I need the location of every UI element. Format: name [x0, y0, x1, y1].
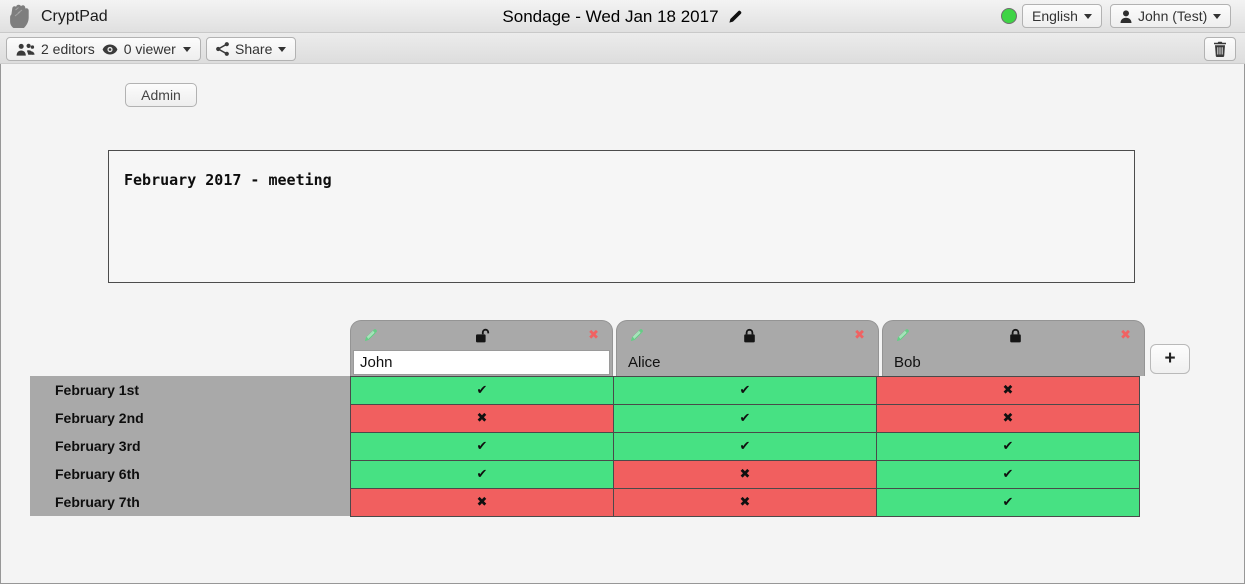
- vote-cell-0-john[interactable]: ✔: [351, 377, 613, 404]
- trash-icon: [1213, 41, 1227, 57]
- edit-column-pencil-icon[interactable]: [364, 328, 378, 342]
- column-name-row: [351, 349, 612, 375]
- vote-cell-2-bob[interactable]: ✔: [877, 433, 1139, 460]
- person-icon: [1120, 9, 1132, 23]
- edit-column-pencil-icon[interactable]: [896, 328, 910, 342]
- vote-cell-3-john[interactable]: ✔: [351, 461, 613, 488]
- column-header-icons: ✖: [617, 321, 878, 349]
- vote-cell-1-bob[interactable]: ✖: [877, 405, 1139, 432]
- poll-column-header-alice: ✖ Alice: [616, 320, 879, 376]
- vote-cell-2-john[interactable]: ✔: [351, 433, 613, 460]
- viewers-count-label: 0 viewer: [123, 41, 176, 57]
- column-name-alice: Alice: [628, 353, 661, 371]
- caret-down-icon: [278, 46, 287, 52]
- lock-icon[interactable]: [743, 328, 756, 343]
- column-name-row: Bob: [883, 349, 1144, 375]
- add-column-button[interactable]: +: [1150, 344, 1190, 374]
- share-nodes-icon: [216, 42, 229, 56]
- poll-column-header-bob: ✖ Bob: [882, 320, 1145, 376]
- share-label: Share: [235, 41, 273, 57]
- poll-column-header-john: ✖: [350, 320, 613, 376]
- vote-cell-4-john[interactable]: ✖: [351, 489, 613, 516]
- delete-column-x-icon[interactable]: ✖: [588, 327, 599, 343]
- row-label-3: February 6th: [55, 466, 140, 482]
- caret-down-icon: [182, 46, 191, 52]
- document-title-bar: Sondage - Wed Jan 18 2017: [0, 0, 1245, 33]
- user-menu-dropdown[interactable]: John (Test): [1110, 4, 1232, 28]
- connection-status-dot: [1001, 8, 1017, 24]
- vote-cell-0-bob[interactable]: ✖: [877, 377, 1139, 404]
- poll-votes-grid: ✔ ✔ ✖ ✖ ✔ ✖ ✔ ✔ ✔ ✔ ✖ ✔ ✖ ✖ ✔: [350, 376, 1140, 517]
- column-name-input-john[interactable]: [353, 349, 610, 375]
- edit-column-pencil-icon[interactable]: [630, 328, 644, 342]
- vote-cell-2-alice[interactable]: ✔: [614, 433, 876, 460]
- row-label-4: February 7th: [55, 494, 140, 510]
- caret-down-icon: [1213, 13, 1222, 19]
- user-name-label: John (Test): [1138, 8, 1208, 24]
- column-name-bob: Bob: [894, 353, 921, 371]
- column-header-icons: ✖: [351, 321, 612, 349]
- editors-segment: 2 editors: [16, 41, 95, 57]
- column-header-icons: ✖: [883, 321, 1144, 349]
- editors-count-label: 2 editors: [41, 41, 95, 57]
- pad-toolbar: 2 editors 0 viewer Share: [0, 33, 1245, 64]
- share-dropdown[interactable]: Share: [206, 37, 297, 61]
- row-label-0: February 1st: [55, 382, 140, 398]
- language-label: English: [1032, 8, 1078, 24]
- caret-down-icon: [1083, 13, 1092, 19]
- cryptpad-fist-logo-icon: [9, 4, 31, 29]
- vote-cell-4-bob[interactable]: ✔: [877, 489, 1139, 516]
- brand: CryptPad: [9, 4, 108, 29]
- admin-button[interactable]: Admin: [125, 83, 197, 107]
- document-title: Sondage - Wed Jan 18 2017: [502, 6, 719, 26]
- poll-description-editor[interactable]: February 2017 - meeting: [108, 150, 1135, 283]
- vote-cell-3-alice[interactable]: ✖: [614, 461, 876, 488]
- delete-column-x-icon[interactable]: ✖: [1120, 327, 1131, 343]
- lock-icon[interactable]: [1009, 328, 1022, 343]
- row-label-2: February 3rd: [55, 438, 141, 454]
- vote-cell-4-alice[interactable]: ✖: [614, 489, 876, 516]
- vote-cell-3-bob[interactable]: ✔: [877, 461, 1139, 488]
- edit-title-pencil-icon[interactable]: [728, 9, 743, 24]
- delete-column-x-icon[interactable]: ✖: [854, 327, 865, 343]
- users-icon: [16, 43, 35, 56]
- vote-cell-0-alice[interactable]: ✔: [614, 377, 876, 404]
- users-viewers-dropdown[interactable]: 2 editors 0 viewer: [6, 37, 201, 61]
- column-name-row: Alice: [617, 349, 878, 375]
- eye-icon: [102, 44, 118, 55]
- vote-cell-1-alice[interactable]: ✔: [614, 405, 876, 432]
- top-bar: CryptPad Sondage - Wed Jan 18 2017 Engli…: [0, 0, 1245, 33]
- vote-cell-1-john[interactable]: ✖: [351, 405, 613, 432]
- language-dropdown[interactable]: English: [1022, 4, 1102, 28]
- app-name: CryptPad: [41, 7, 108, 25]
- poll-column-tabs: ✖ ✖ Alice ✖ Bob: [350, 320, 1145, 376]
- poll-row-labels: February 1st February 2nd February 3rd Febr…: [30, 376, 350, 516]
- unlock-icon[interactable]: [475, 328, 491, 343]
- viewers-segment: 0 viewer: [102, 41, 176, 57]
- row-label-1: February 2nd: [55, 410, 144, 426]
- delete-pad-button[interactable]: [1204, 37, 1236, 61]
